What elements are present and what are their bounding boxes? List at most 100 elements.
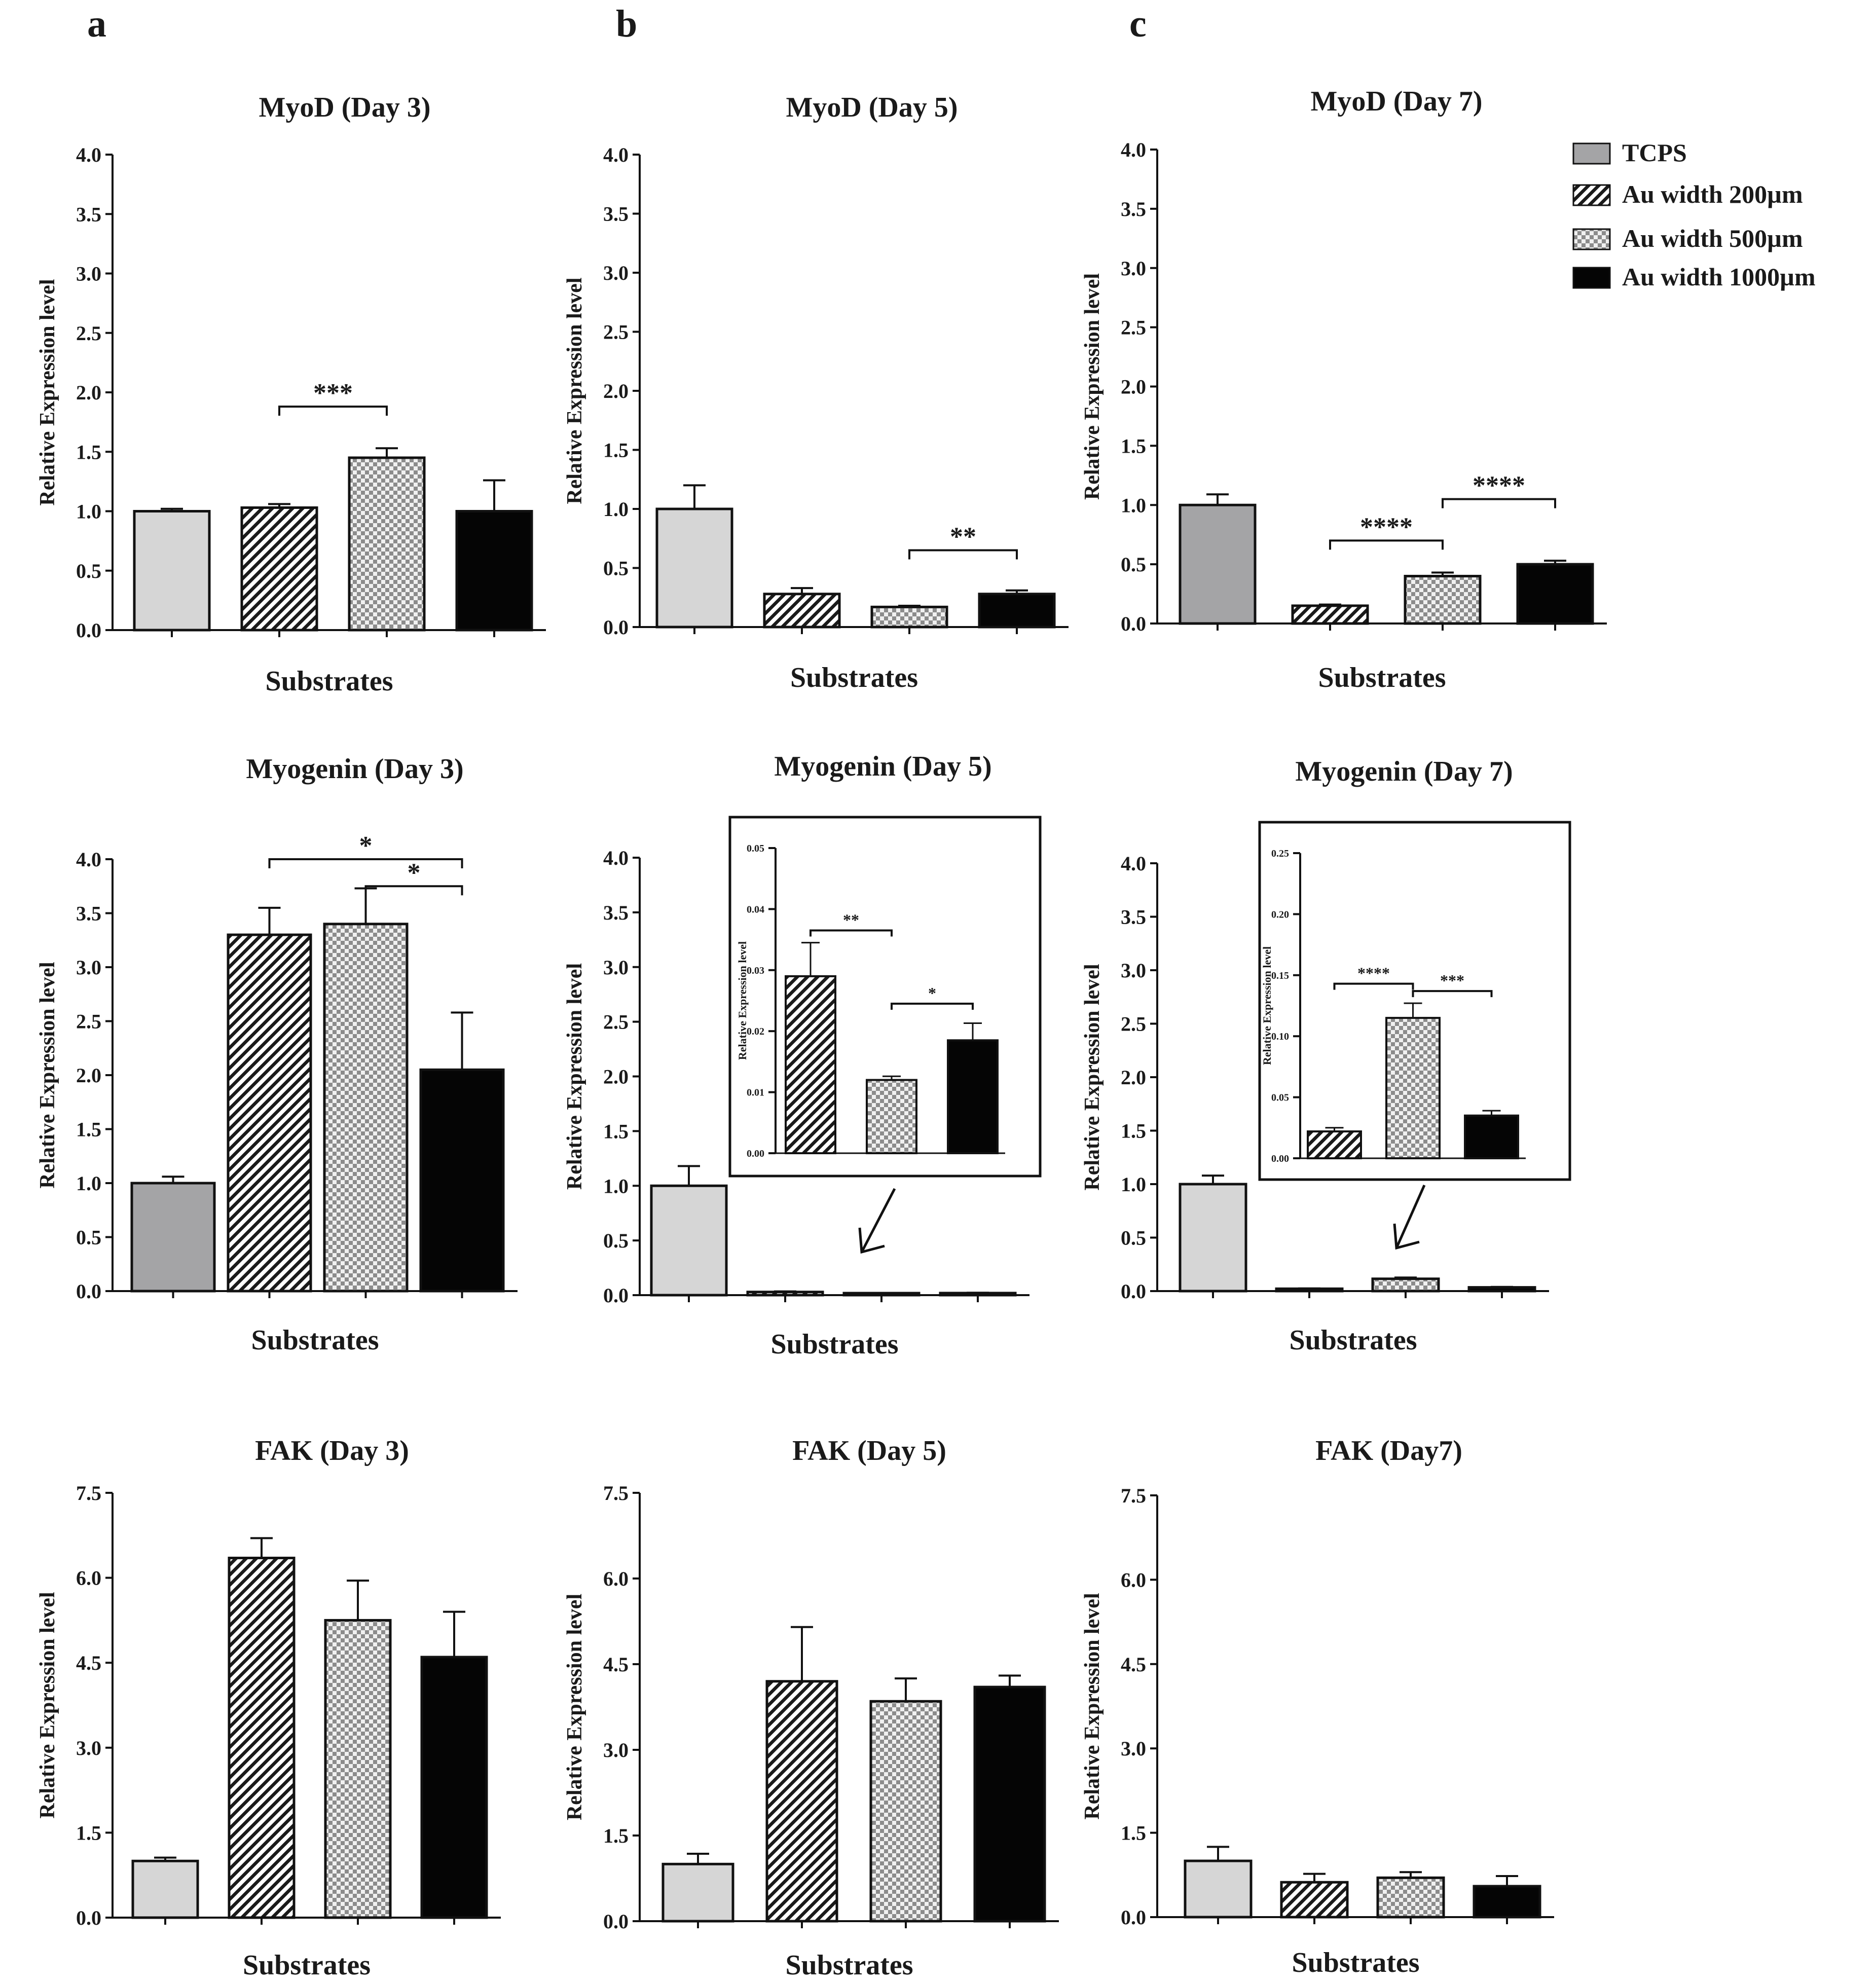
myod5-bar (655, 507, 733, 629)
myod7-significance-bracket (1329, 539, 1444, 550)
legend-label-500: Au width 500µm (1622, 224, 1803, 252)
fak7-title: FAK (Day7) (1315, 1435, 1462, 1466)
myog7-inset-y-tick-label: 0.10 (1271, 1031, 1289, 1042)
myod3-bar (133, 510, 211, 632)
myod7-title: MyoD (Day 7) (1310, 86, 1482, 117)
fak5-bar (661, 1862, 734, 1923)
myog5-bar (746, 1291, 824, 1297)
myod5-y-tick-label: 0.5 (603, 557, 629, 580)
myog7-y-tick-label: 2.5 (1121, 1013, 1146, 1036)
myog7-inset-y-tick-label: 0.25 (1271, 848, 1289, 859)
myog5-inset-y-tick-label: 0.03 (747, 965, 764, 976)
myog7-inset-significance-label: *** (1440, 971, 1464, 989)
fak5-y-tick-label: 3.0 (603, 1739, 629, 1761)
fak7-y-tick-label: 0.0 (1121, 1906, 1146, 1929)
myog5-y-label: Relative Expression level (563, 963, 586, 1190)
myog7-arrow (1395, 1184, 1426, 1249)
fak5-bar (973, 1685, 1046, 1923)
myog7-y-tick-label: 4.0 (1121, 852, 1146, 875)
chart-fak3: FAK (Day 3) 0.0 1.5 3.0 4.5 6.0 7.5 Relative Ex… (36, 1435, 501, 1981)
myod5-y-label: Relative Expression level (563, 277, 586, 504)
fak5-bar (765, 1680, 838, 1923)
fak5-bar (869, 1700, 942, 1923)
myod3-bar (455, 510, 533, 632)
legend-label-200: Au width 200µm (1622, 180, 1803, 208)
myod5-y-tick-label: 3.0 (603, 262, 629, 284)
myod3-bar (240, 506, 318, 632)
myod7-bar (1516, 563, 1594, 625)
myog7-title: Myogenin (Day 7) (1295, 756, 1513, 787)
fak3-bar (228, 1556, 296, 1919)
myog5-y-tick-label: 2.0 (603, 1066, 629, 1088)
myod5-y-tick-label: 2.0 (603, 380, 629, 402)
myod7-y-label: Relative Expression level (1081, 273, 1104, 500)
chart-myod5: MyoD (Day 5) 0.0 0.5 1.0 1.5 2.0 2.5 3.0 3.5 4.0 R… (563, 92, 1069, 693)
myog5-inset-y-tick-label: 0.04 (747, 904, 764, 915)
fak3-y-tick-label: 0.0 (76, 1906, 101, 1929)
myod5-y-tick-label: 4.0 (603, 143, 629, 166)
myog3-y-tick-label: 1.5 (76, 1118, 101, 1141)
fak3-y-tick-label: 7.5 (76, 1482, 101, 1504)
myog3-bar (419, 1068, 505, 1293)
myog3-y-tick-label: 2.0 (76, 1064, 101, 1087)
myod7-significance-label: **** (1360, 512, 1413, 541)
fak5-y-label: Relative Expression level (563, 1594, 586, 1820)
fak5-y-tick-label: 1.5 (603, 1824, 629, 1847)
myog7-x-label: Substrates (1289, 1325, 1417, 1356)
myog7-bar (1275, 1287, 1344, 1293)
fak3-x-label: Substrates (243, 1950, 371, 1981)
legend-swatch-tcps (1572, 142, 1611, 165)
myog7-arrow-head (1393, 1223, 1420, 1250)
myod3-y-tick-label: 1.5 (76, 441, 101, 463)
fak5-y-tick-label: 0.0 (603, 1910, 629, 1933)
legend-label-1000: Au width 1000µm (1622, 263, 1816, 291)
myog3-significance-bracket (268, 858, 463, 868)
myog3-significance-label: * (359, 831, 373, 860)
fak3-y-label: Relative Expression level (36, 1592, 59, 1818)
myog3-y-label: Relative Expression level (36, 962, 59, 1188)
panel-letter-b: b (616, 3, 637, 45)
myod7-bar (1179, 503, 1257, 625)
myod3-title: MyoD (Day 3) (259, 92, 430, 123)
myog5-inset-y-tick-label: 0.02 (747, 1026, 764, 1037)
fak3-y-tick-label: 6.0 (76, 1567, 101, 1590)
myod5-bar (870, 605, 948, 629)
fak5-y-tick-label: 4.5 (603, 1653, 629, 1676)
myog7-y-tick-label: 0.5 (1121, 1227, 1146, 1250)
myod5-title: MyoD (Day 5) (786, 92, 958, 123)
chart-fak5: FAK (Day 5) 0.0 1.5 3.0 4.5 6.0 7.5 Relative Ex… (563, 1435, 1059, 1981)
myod3-y-tick-label: 3.5 (76, 203, 101, 226)
fak3-y-tick-label: 1.5 (76, 1821, 101, 1844)
myod3-y-tick-label: 4.0 (76, 143, 101, 166)
myod7-y-tick-label: 0.0 (1121, 612, 1146, 635)
myod5-significance-bracket (908, 549, 1018, 560)
myod5-y-tick-label: 3.5 (603, 203, 629, 226)
myod7-y-tick-label: 0.5 (1121, 553, 1146, 576)
legend-swatch-200 (1572, 184, 1611, 206)
myod7-bar (1291, 604, 1369, 625)
myog5-inset-bar (866, 1079, 917, 1155)
chart-myod3: MyoD (Day 3) 0.0 0.5 1.0 1.5 2.0 2.5 3.0 3.5 4.0 R… (36, 92, 546, 697)
myod5-x-label: Substrates (790, 662, 918, 693)
chart-myog3: Myogenin (Day 3) 0.0 0.5 1.0 1.5 2.0 2.5 3.0 3.5… (36, 753, 518, 1356)
myod7-x-label: Substrates (1318, 662, 1446, 693)
myog7-inset-bar (1464, 1114, 1519, 1159)
fak3-title: FAK (Day 3) (255, 1435, 409, 1466)
myog3-y-tick-label: 3.5 (76, 902, 101, 925)
myog5-inset-y-tick-label: 0.00 (747, 1148, 764, 1159)
myog5-y-tick-label: 3.0 (603, 956, 629, 979)
myod3-x-label: Substrates (265, 666, 393, 697)
myog5-inset-y-tick-label: 0.05 (747, 843, 764, 854)
chart-myod7: MyoD (Day 7) 0.0 0.5 1.0 1.5 2.0 2.5 3.0 3.5 4.0 R… (1081, 86, 1607, 693)
myog5-inset-significance-label: ** (843, 911, 859, 929)
myog7-inset-significance-label: **** (1357, 964, 1390, 982)
myod7-y-tick-label: 3.0 (1121, 257, 1146, 280)
myod5-y-tick-label: 1.5 (603, 439, 629, 462)
myod5-bar (763, 593, 841, 629)
myog5-arrow-head (858, 1227, 885, 1254)
myog3-y-tick-label: 2.5 (76, 1010, 101, 1033)
fak7-y-tick-label: 6.0 (1121, 1568, 1146, 1591)
myod7-y-tick-label: 4.0 (1121, 138, 1146, 161)
myog3-bar (323, 923, 409, 1293)
